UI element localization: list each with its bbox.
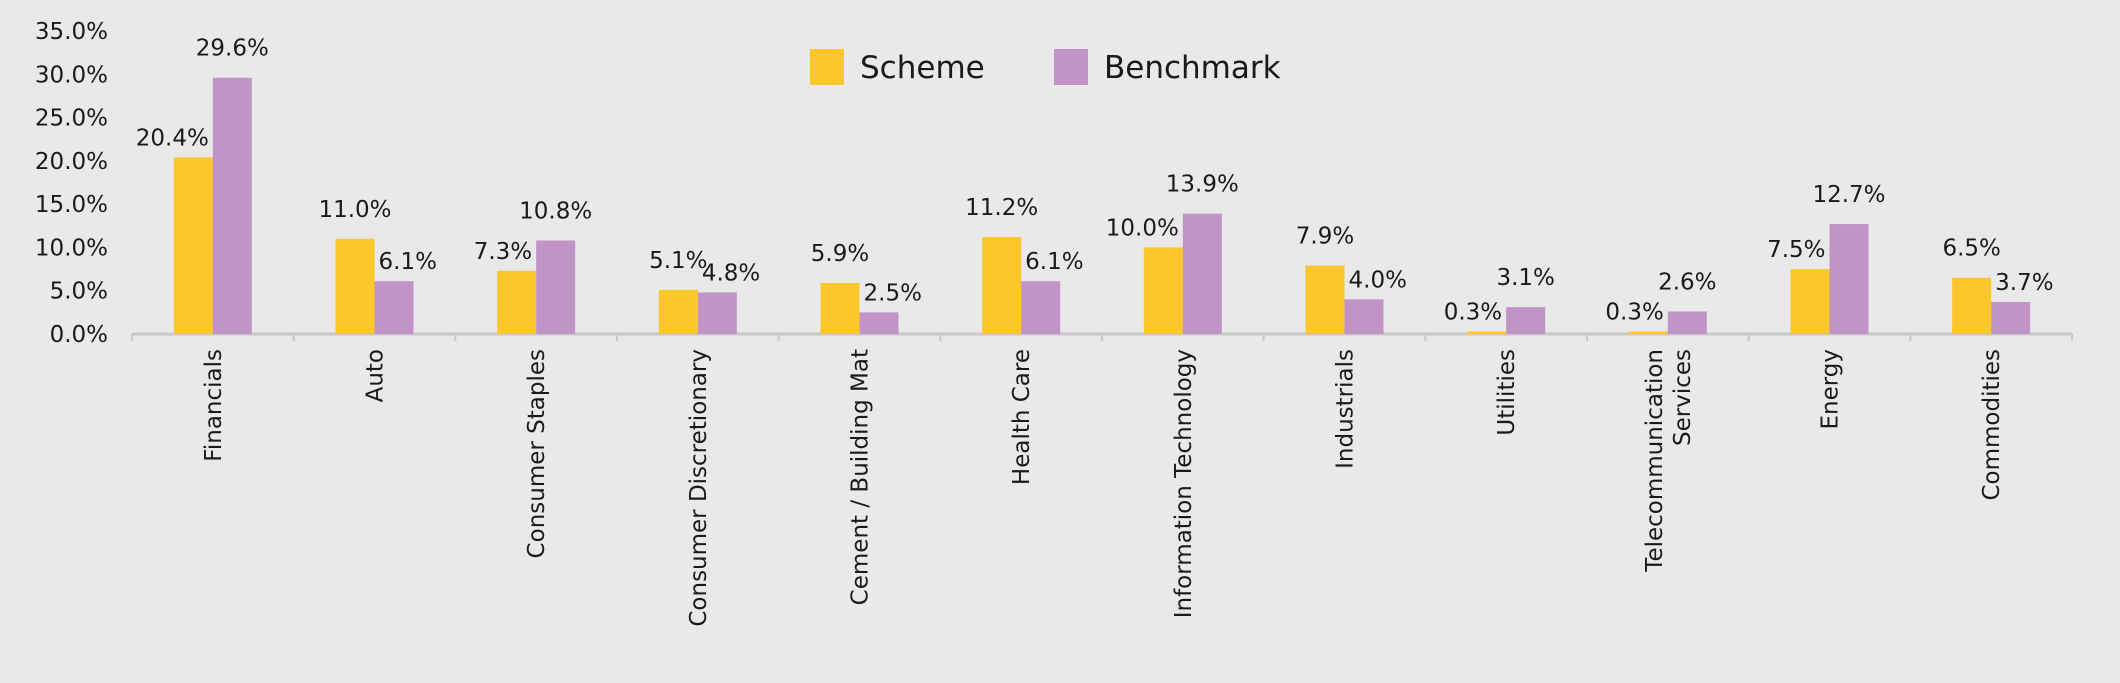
- scheme-bar: [1952, 277, 1992, 334]
- scheme-bar: [173, 157, 213, 334]
- scheme-data-label: 10.0%: [1106, 215, 1179, 241]
- benchmark-bar: [1344, 299, 1384, 334]
- legend-swatch-benchmark: [1054, 49, 1088, 85]
- scheme-bar: [1143, 247, 1183, 334]
- benchmark-data-label: 4.0%: [1349, 267, 1407, 293]
- benchmark-bar: [859, 312, 899, 334]
- axis-layer: 0.0% 5.0% 10.0% 15.0% 20.0% 25.0% 30.0% 35.0% Fi…: [35, 19, 2073, 627]
- category-label: Consumer Discretionary: [686, 349, 712, 627]
- bars-layer: [173, 77, 2031, 335]
- benchmark-data-label: 6.1%: [1025, 249, 1083, 275]
- legend-label-scheme: Scheme: [860, 50, 985, 86]
- scheme-bar: [820, 282, 860, 334]
- data-labels-layer: 20.4% 29.6% 11.0% 6.1% 7.3% 10.8% 5.1%4.8% 5.9%…: [136, 36, 2054, 326]
- y-tick-label: 0.0%: [50, 322, 108, 348]
- benchmark-bar: [697, 292, 737, 334]
- category-label: Health Care: [1009, 349, 1035, 485]
- benchmark-data-label: 13.9%: [1166, 172, 1239, 198]
- category-label: Cement / Building Mat: [848, 349, 874, 605]
- scheme-bar: [1790, 269, 1830, 334]
- benchmark-bar: [1991, 301, 2031, 334]
- category-label-line: Services: [1670, 349, 1696, 446]
- benchmark-data-label: 12.7%: [1812, 182, 1885, 208]
- category-label: Commodities: [1979, 349, 2005, 501]
- benchmark-bar: [1829, 224, 1869, 334]
- scheme-bar: [497, 270, 537, 334]
- scheme-data-label: 0.3%: [1605, 299, 1663, 325]
- scheme-bar: [335, 238, 375, 334]
- category-label: Consumer Staples: [524, 349, 550, 558]
- benchmark-bar: [1182, 213, 1222, 334]
- category-label: Information Technology: [1171, 349, 1197, 618]
- scheme-bar: [1305, 265, 1345, 334]
- legend-label-benchmark: Benchmark: [1104, 50, 1281, 86]
- scheme-bar: [982, 237, 1022, 334]
- benchmark-data-label: 3.7%: [1995, 270, 2053, 296]
- scheme-data-label: 6.5%: [1942, 236, 2000, 262]
- category-label: TelecommunicationServices: [1642, 349, 1696, 573]
- scheme-data-label: 11.2%: [965, 195, 1038, 221]
- scheme-data-label: 7.9%: [1296, 224, 1354, 250]
- benchmark-data-label: 29.6%: [196, 36, 269, 62]
- benchmark-data-label: 10.8%: [519, 199, 592, 225]
- benchmark-bar: [212, 77, 252, 335]
- scheme-data-label: 0.3%: [1444, 299, 1502, 325]
- category-label: Auto: [363, 349, 389, 402]
- category-label: Industrials: [1333, 349, 1359, 469]
- scheme-bar: [658, 289, 698, 334]
- category-label: Energy: [1818, 349, 1844, 430]
- benchmark-data-label: 2.6%: [1658, 269, 1716, 295]
- benchmark-data-label: 3.1%: [1496, 265, 1554, 291]
- legend: Scheme Benchmark: [810, 49, 1281, 86]
- benchmark-bar: [1021, 281, 1061, 334]
- benchmark-bar: [374, 281, 414, 334]
- benchmark-data-label: 6.1%: [379, 249, 437, 275]
- benchmark-bar: [1506, 307, 1546, 334]
- benchmark-data-label: 2.5%: [864, 280, 922, 306]
- benchmark-bar: [536, 240, 576, 334]
- scheme-data-label: 5.1%: [649, 248, 707, 274]
- category-label: Financials: [201, 349, 227, 462]
- y-tick-label: 30.0%: [35, 62, 108, 88]
- category-label-line: Telecommunication: [1642, 349, 1668, 573]
- y-tick-label: 10.0%: [35, 235, 108, 261]
- y-tick-label: 20.0%: [35, 149, 108, 175]
- y-tick-label: 15.0%: [35, 192, 108, 218]
- category-label: Utilities: [1494, 349, 1520, 436]
- y-tick-label: 35.0%: [35, 19, 108, 45]
- legend-swatch-scheme: [810, 49, 844, 85]
- scheme-data-label: 20.4%: [136, 125, 209, 151]
- benchmark-bar: [1667, 311, 1707, 334]
- scheme-bar: [1628, 331, 1668, 334]
- y-tick-label: 5.0%: [50, 279, 108, 305]
- y-tick-label: 25.0%: [35, 106, 108, 132]
- scheme-bar: [1467, 331, 1507, 334]
- benchmark-data-label: 4.8%: [702, 260, 760, 286]
- scheme-data-label: 5.9%: [811, 241, 869, 267]
- scheme-data-label: 11.0%: [318, 197, 391, 223]
- scheme-data-label: 7.3%: [474, 239, 532, 265]
- scheme-data-label: 7.5%: [1767, 237, 1825, 263]
